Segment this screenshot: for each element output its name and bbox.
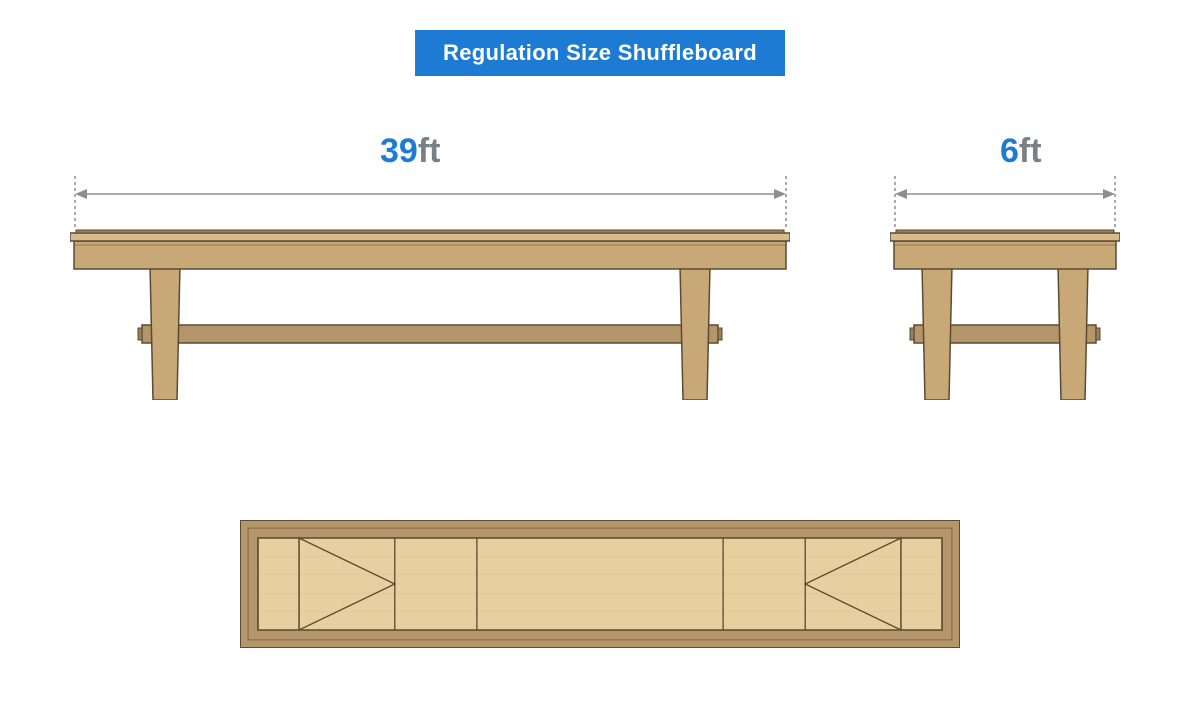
shuffleboard-side-view — [70, 175, 790, 400]
shuffleboard-end-view — [890, 175, 1120, 400]
shuffleboard-top-view — [240, 520, 960, 648]
